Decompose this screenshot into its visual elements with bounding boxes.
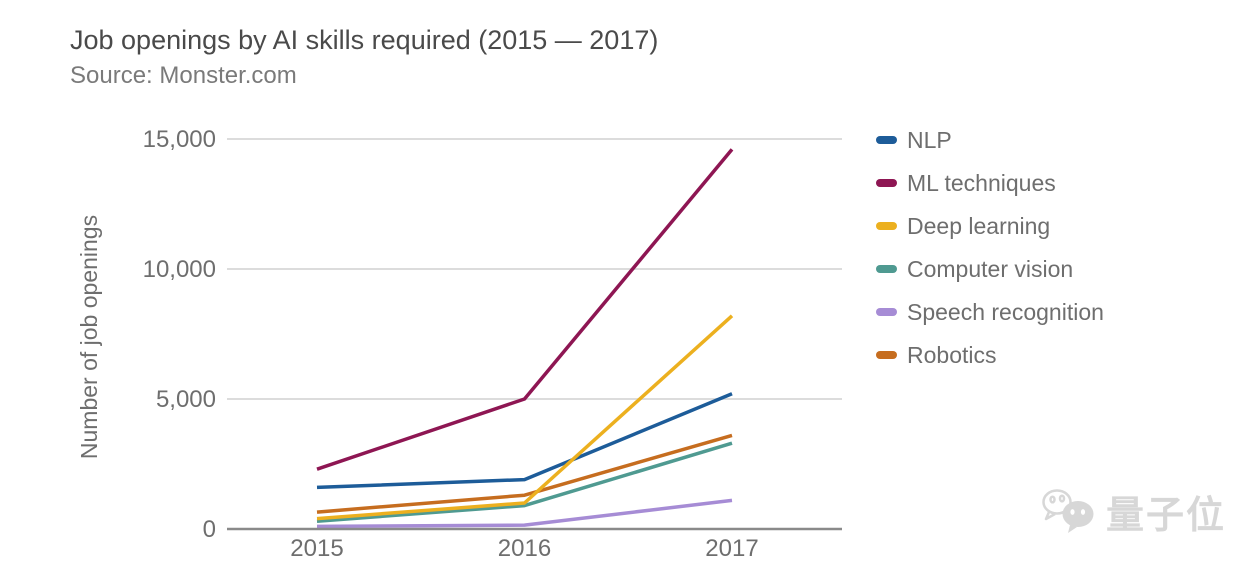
x-tick-label: 2016 xyxy=(498,535,551,562)
legend-swatch xyxy=(876,351,897,359)
series-line-ml-techniques xyxy=(316,148,734,471)
legend-item-speech-recognition: Speech recognition xyxy=(876,299,1104,325)
legend-swatch xyxy=(876,179,897,187)
y-axis-label: Number of job openings xyxy=(76,215,102,459)
legend-swatch xyxy=(876,136,897,144)
chart-source: Source: Monster.com xyxy=(70,61,297,89)
y-tick-label: 15,000 xyxy=(143,126,216,153)
watermark-text: 量子位 xyxy=(1106,495,1227,537)
legend-label: Robotics xyxy=(907,341,997,368)
legend-item-computer-vision: Computer vision xyxy=(876,256,1104,282)
chat-bubbles-icon xyxy=(1042,488,1094,533)
series-line-speech-recognition xyxy=(316,498,733,529)
x-tick-label: 2015 xyxy=(290,535,343,562)
title-block: Job openings by AI skills required (2015… xyxy=(70,24,658,91)
series-line-robotics xyxy=(316,433,733,514)
legend-label: NLP xyxy=(907,126,952,153)
legend-swatch xyxy=(876,308,897,316)
legend-item-ml-techniques: ML techniques xyxy=(876,170,1104,196)
legend-label: ML techniques xyxy=(907,169,1056,196)
y-tick-label: 10,000 xyxy=(143,256,216,283)
chart-title: Job openings by AI skills required (2015… xyxy=(70,25,659,55)
y-tick-label: 0 xyxy=(203,516,216,543)
legend-swatch xyxy=(876,222,897,230)
legend-item-deep-learning: Deep learning xyxy=(876,213,1104,239)
legend-label: Deep learning xyxy=(907,212,1051,239)
watermark: 量子位 xyxy=(1040,484,1226,539)
y-tick-label: 5,000 xyxy=(156,386,216,413)
legend-label: Speech recognition xyxy=(907,298,1104,325)
series-line-computer-vision xyxy=(316,441,733,523)
legend-swatch xyxy=(876,265,897,273)
legend-label: Computer vision xyxy=(907,255,1074,282)
legend-item-nlp: NLP xyxy=(876,127,1104,153)
chart-legend: NLP ML techniques Deep learning Computer vi… xyxy=(876,127,1104,368)
x-tick-label: 2017 xyxy=(705,535,758,562)
legend-item-robotics: Robotics xyxy=(876,342,1104,368)
series-line-nlp xyxy=(316,392,733,490)
series-line-deep-learning xyxy=(316,314,734,521)
